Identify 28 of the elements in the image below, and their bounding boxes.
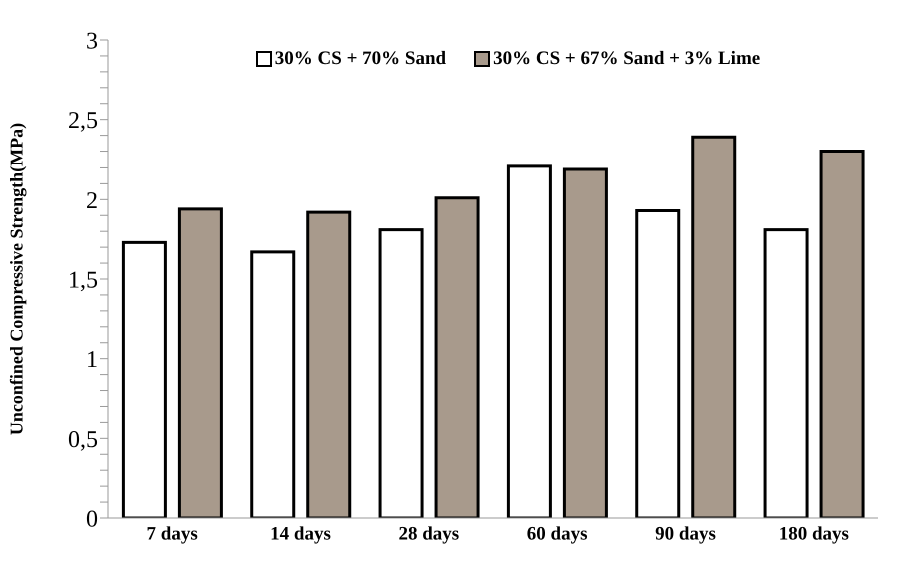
x-tick-label: 180 days — [778, 523, 849, 544]
bar — [250, 250, 296, 518]
x-tick-label: 14 days — [270, 523, 331, 544]
legend-label: 30% CS + 67% Sand + 3% Lime — [493, 48, 760, 70]
x-tick-label: 60 days — [526, 523, 588, 544]
bar — [178, 207, 223, 518]
bar — [562, 168, 608, 518]
y-tick-label: 3 — [86, 28, 98, 55]
bar — [306, 210, 352, 518]
bar — [506, 164, 552, 518]
bar — [635, 208, 680, 518]
y-tick-label: 1 — [86, 347, 98, 374]
y-tick-label: 0 — [86, 506, 98, 533]
bar — [820, 150, 865, 518]
x-tick-label: 28 days — [398, 523, 460, 544]
y-axis-title: Unconfined Compressive Strength(MPa) — [6, 122, 26, 436]
x-tick-label: 90 days — [655, 523, 716, 544]
y-tick-label: 1,5 — [68, 268, 98, 294]
bar — [434, 196, 480, 518]
y-tick-label: 0,5 — [68, 426, 98, 453]
y-tick-label: 2,5 — [68, 108, 98, 134]
bar — [691, 136, 736, 518]
bar — [122, 240, 167, 518]
y-tick-label: 2 — [86, 188, 98, 214]
bar — [764, 228, 809, 518]
legend-label: 30% CS + 70% Sand — [274, 48, 446, 70]
bar — [378, 228, 424, 518]
x-tick-label: 7 days — [146, 523, 198, 544]
